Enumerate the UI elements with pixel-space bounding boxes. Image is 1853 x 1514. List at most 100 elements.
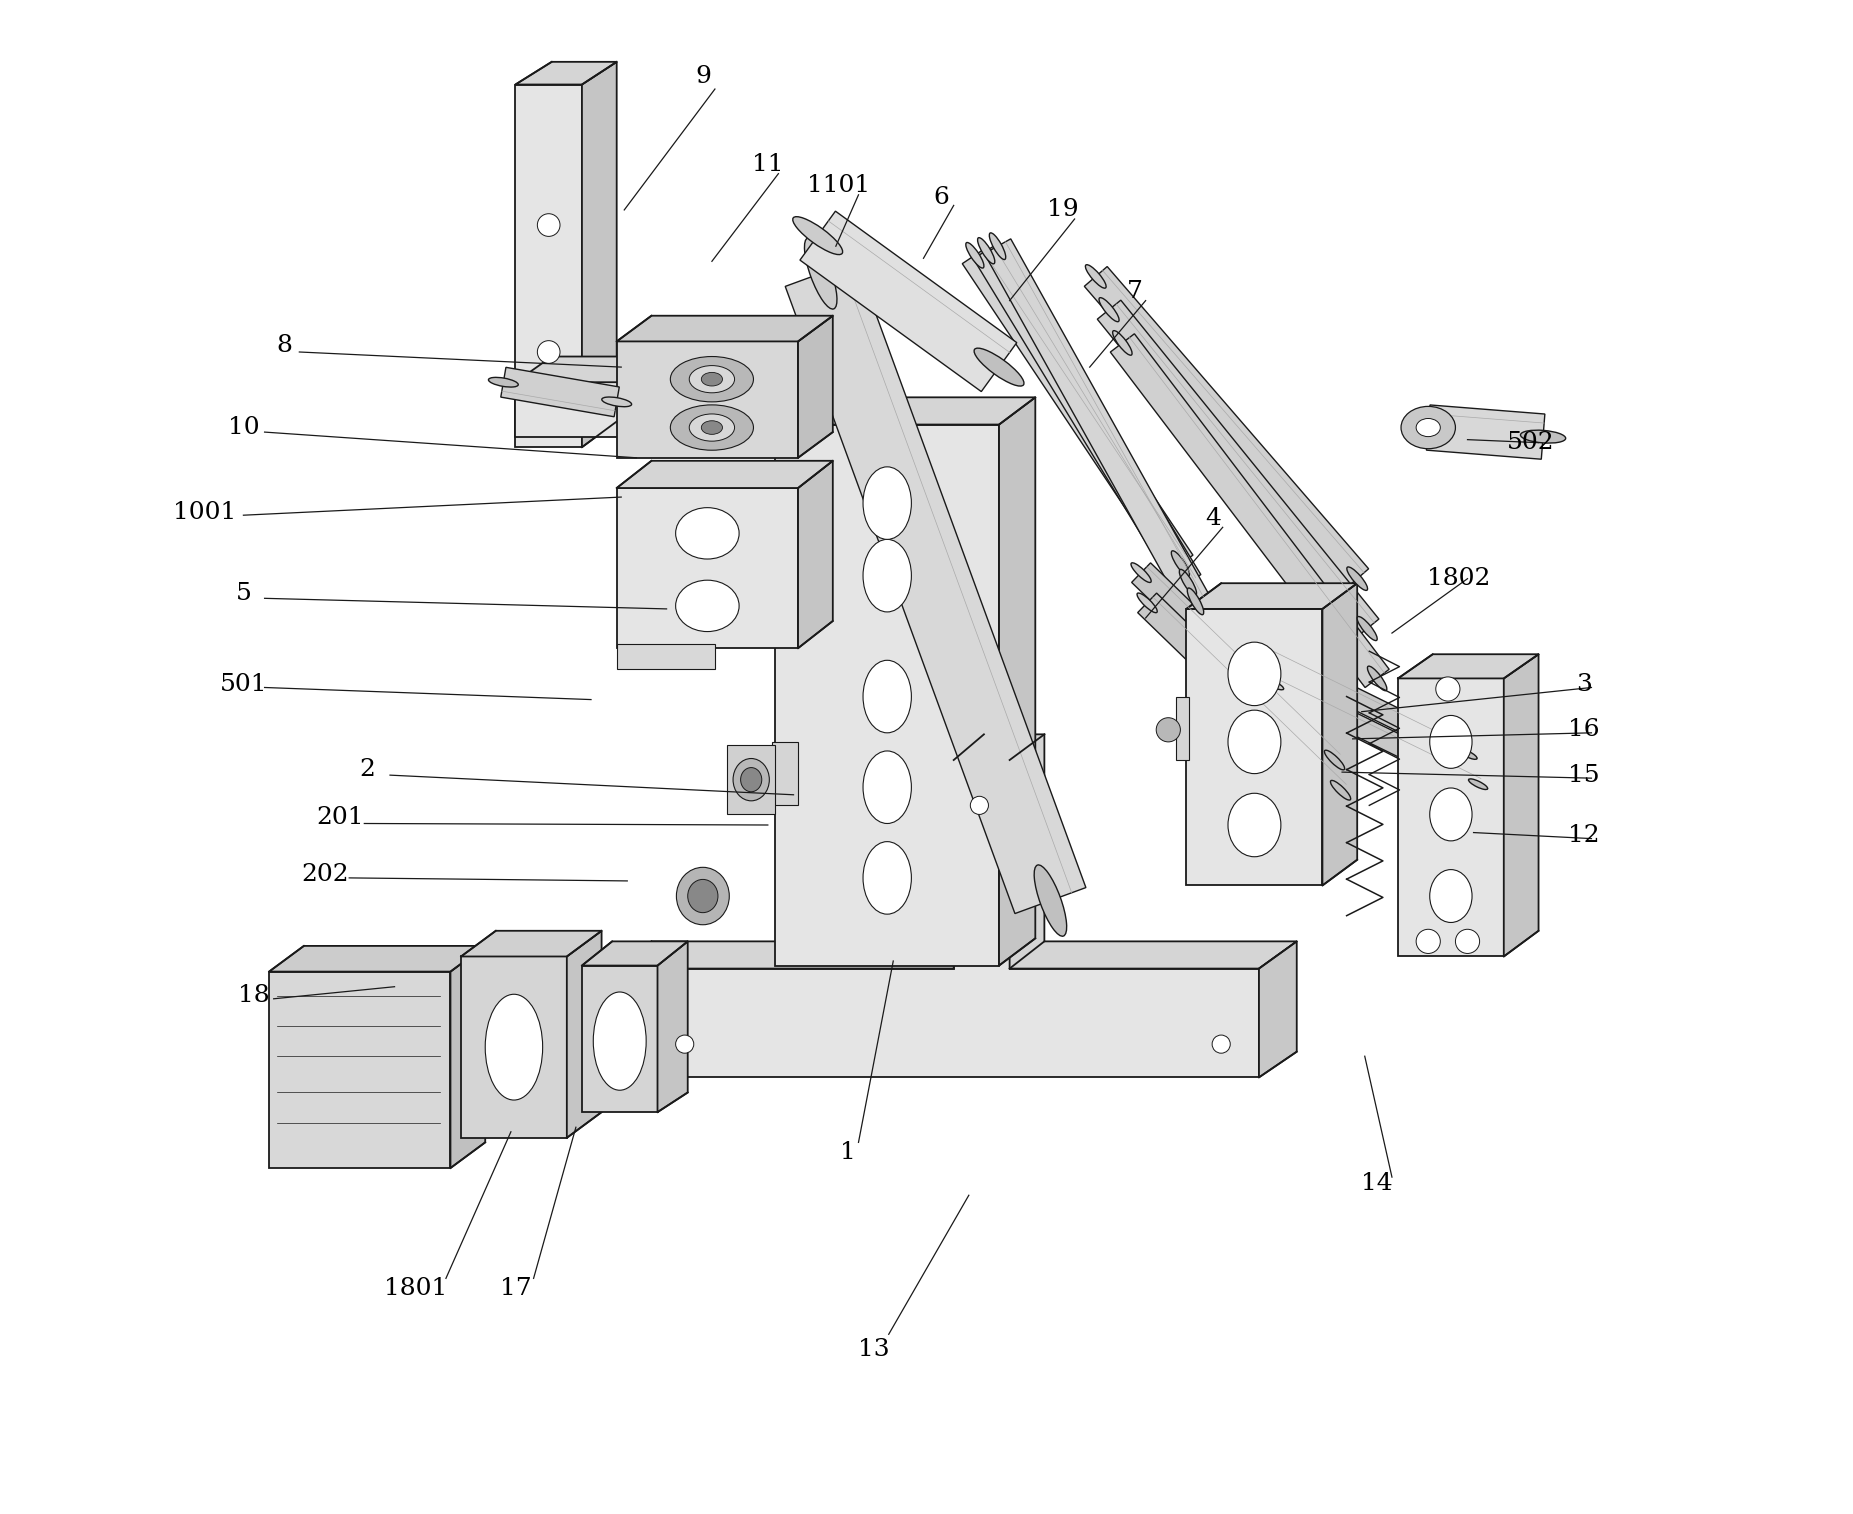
Polygon shape: [1323, 583, 1356, 886]
Ellipse shape: [978, 238, 995, 263]
Ellipse shape: [1188, 587, 1204, 615]
Ellipse shape: [1368, 666, 1386, 690]
Ellipse shape: [1229, 710, 1280, 774]
Polygon shape: [775, 397, 1036, 424]
Text: 19: 19: [1047, 198, 1078, 221]
Ellipse shape: [700, 421, 723, 435]
Polygon shape: [800, 210, 1017, 392]
Ellipse shape: [975, 348, 1025, 386]
Ellipse shape: [741, 768, 762, 792]
Ellipse shape: [1436, 677, 1460, 701]
Text: 13: 13: [858, 1338, 889, 1361]
Ellipse shape: [1171, 551, 1190, 577]
Polygon shape: [1110, 333, 1390, 687]
Polygon shape: [962, 247, 1193, 572]
Polygon shape: [269, 946, 485, 972]
Ellipse shape: [537, 341, 560, 363]
Ellipse shape: [990, 233, 1006, 259]
Polygon shape: [515, 85, 582, 447]
Ellipse shape: [863, 660, 912, 733]
Polygon shape: [1186, 609, 1323, 886]
Text: 5: 5: [235, 583, 252, 606]
Ellipse shape: [537, 213, 560, 236]
Ellipse shape: [1212, 1036, 1230, 1054]
Ellipse shape: [1458, 748, 1477, 760]
Text: 201: 201: [317, 805, 363, 830]
Text: 1802: 1802: [1427, 568, 1490, 590]
Ellipse shape: [793, 217, 843, 254]
Ellipse shape: [965, 242, 984, 268]
Polygon shape: [1132, 563, 1343, 769]
Text: 18: 18: [239, 984, 271, 1007]
Text: 1801: 1801: [384, 1278, 447, 1301]
Ellipse shape: [1325, 749, 1345, 769]
Ellipse shape: [1431, 716, 1471, 768]
Polygon shape: [1505, 654, 1538, 957]
Polygon shape: [775, 356, 808, 436]
Ellipse shape: [676, 868, 730, 925]
Ellipse shape: [1264, 680, 1284, 690]
Ellipse shape: [863, 466, 912, 539]
Polygon shape: [973, 242, 1201, 590]
Polygon shape: [984, 239, 1208, 609]
Text: 7: 7: [1127, 280, 1143, 303]
Ellipse shape: [1229, 642, 1280, 706]
Ellipse shape: [602, 397, 632, 407]
Ellipse shape: [700, 372, 723, 386]
Ellipse shape: [593, 992, 647, 1090]
Polygon shape: [773, 742, 799, 805]
Ellipse shape: [689, 413, 734, 441]
Polygon shape: [1269, 675, 1482, 793]
Text: 3: 3: [1575, 672, 1592, 696]
Ellipse shape: [489, 377, 519, 388]
Polygon shape: [461, 931, 602, 957]
Polygon shape: [726, 745, 775, 815]
Polygon shape: [658, 942, 687, 1113]
Ellipse shape: [1431, 787, 1471, 840]
Polygon shape: [1397, 654, 1538, 678]
Ellipse shape: [671, 356, 754, 401]
Polygon shape: [1097, 300, 1379, 637]
Polygon shape: [1138, 593, 1351, 799]
Text: 12: 12: [1568, 824, 1599, 848]
Polygon shape: [617, 488, 799, 648]
Text: 14: 14: [1362, 1172, 1393, 1195]
Text: 2: 2: [359, 757, 376, 781]
Polygon shape: [1177, 696, 1190, 760]
Polygon shape: [1427, 404, 1545, 459]
Polygon shape: [617, 460, 832, 488]
Ellipse shape: [1401, 406, 1455, 448]
Ellipse shape: [863, 842, 912, 914]
Polygon shape: [1254, 642, 1471, 763]
Ellipse shape: [687, 880, 717, 913]
Ellipse shape: [689, 365, 734, 392]
Polygon shape: [1397, 678, 1505, 957]
Ellipse shape: [1416, 930, 1440, 954]
Polygon shape: [799, 316, 832, 457]
Ellipse shape: [671, 404, 754, 450]
Ellipse shape: [1156, 718, 1180, 742]
Ellipse shape: [1034, 864, 1067, 936]
Polygon shape: [582, 966, 658, 1113]
Polygon shape: [775, 424, 999, 966]
Ellipse shape: [1521, 430, 1566, 444]
Ellipse shape: [863, 751, 912, 824]
Polygon shape: [582, 62, 617, 447]
Text: 11: 11: [752, 153, 784, 176]
Polygon shape: [515, 62, 617, 85]
Polygon shape: [999, 397, 1036, 966]
Ellipse shape: [1138, 593, 1158, 613]
Polygon shape: [567, 931, 602, 1139]
Ellipse shape: [1179, 569, 1197, 595]
Ellipse shape: [1249, 646, 1269, 657]
Text: 16: 16: [1568, 718, 1599, 742]
Ellipse shape: [485, 995, 543, 1101]
Ellipse shape: [1455, 930, 1479, 954]
Polygon shape: [799, 460, 832, 648]
Polygon shape: [617, 734, 1297, 969]
Text: 17: 17: [500, 1278, 532, 1301]
Text: 4: 4: [1206, 507, 1221, 530]
Polygon shape: [515, 382, 775, 436]
Text: 10: 10: [228, 416, 259, 439]
Ellipse shape: [1431, 869, 1471, 922]
